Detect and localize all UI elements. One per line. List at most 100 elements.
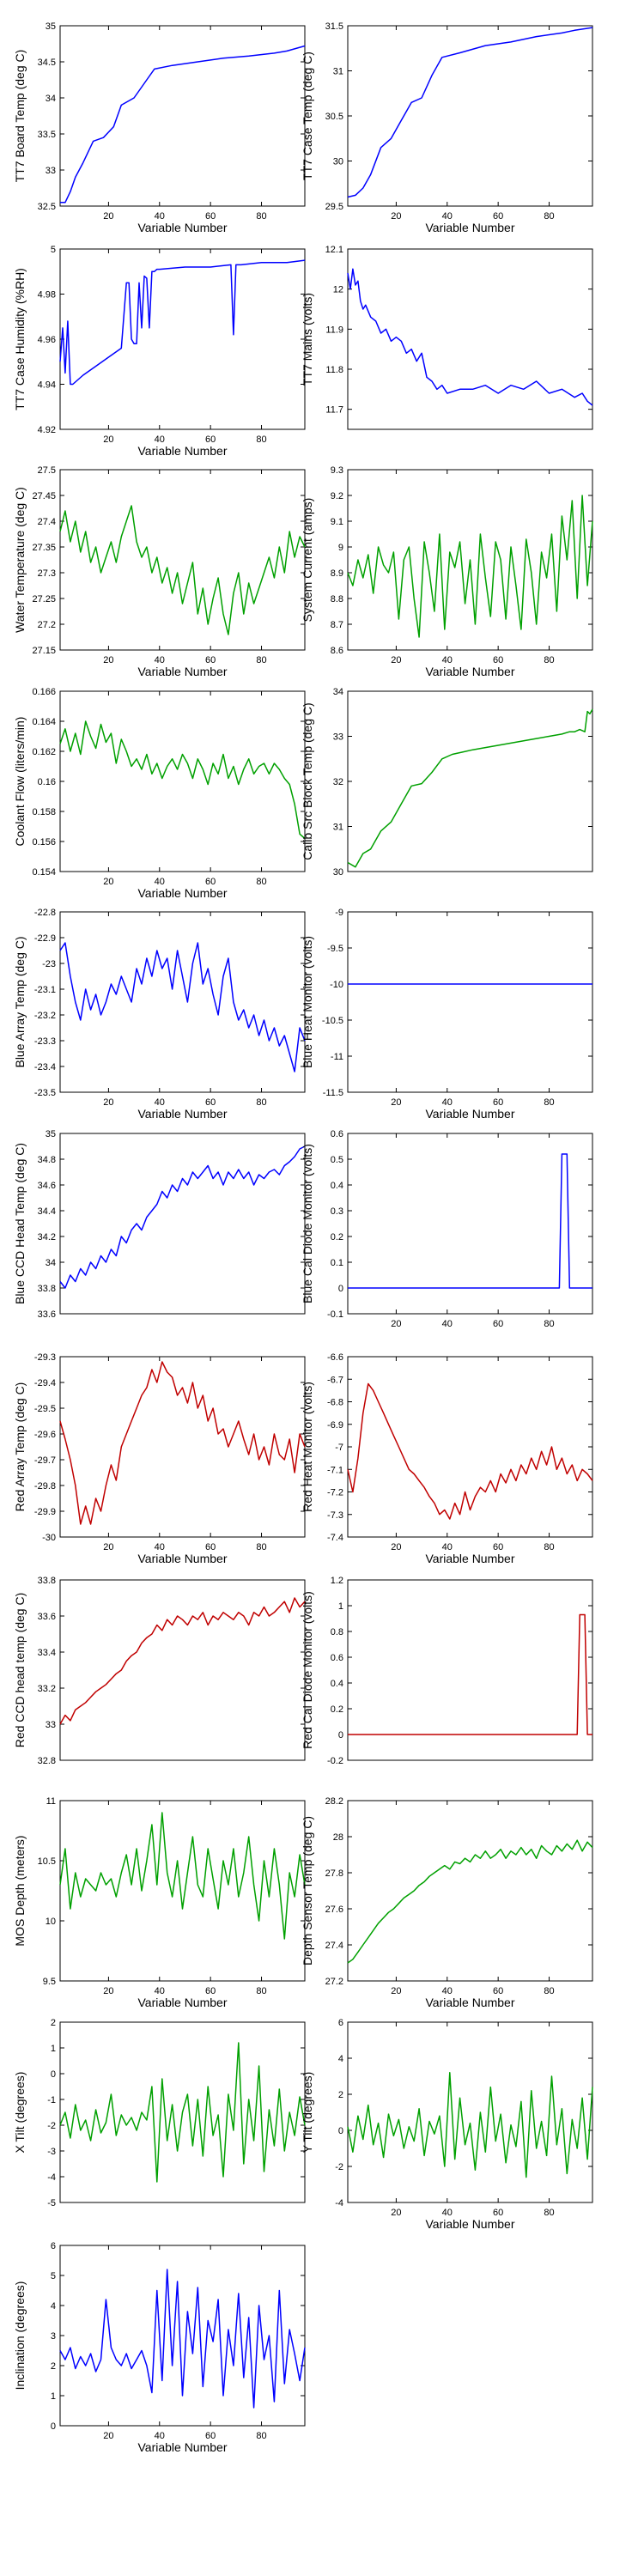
plot-frame: [347, 248, 593, 430]
y-tick-label: -22.9: [34, 933, 56, 944]
y-tick-label: 27.25: [32, 594, 56, 605]
y-axis-label: Red CCD head temp (deg C): [13, 1593, 27, 1748]
y-tick-label: 0.164: [32, 717, 56, 727]
chart-2: 29.5 30 30.5 31 31.5 20 40 60 80 Variable Number T…: [301, 21, 593, 234]
series-line: [347, 1382, 593, 1520]
x-tick-label: 60: [205, 1986, 216, 1996]
y-tick-label: -6.9: [327, 1420, 343, 1431]
y-tick-label: 30.5: [325, 112, 343, 122]
x-tick-label: 20: [391, 1319, 401, 1329]
x-tick-label: 80: [544, 1542, 554, 1552]
x-tick-label: 60: [205, 1542, 216, 1552]
plot-frame: [347, 2021, 593, 2203]
y-tick-label: 0.154: [32, 867, 56, 878]
y-tick-label: -6.6: [327, 1352, 343, 1363]
x-tick-label: 20: [103, 211, 113, 222]
series-line: [59, 1145, 306, 1289]
x-axis-label: Variable Number: [425, 1996, 514, 2009]
y-axis-label: X Tilt (degrees): [13, 2072, 27, 2154]
x-tick-label: 60: [493, 2208, 503, 2218]
y-axis-label: TT7 Case Temp (deg C): [301, 52, 314, 180]
x-tick-label: 60: [493, 1319, 503, 1329]
y-axis-label: Red Cal Diode Monitor (volts): [301, 1591, 314, 1749]
x-tick-label: 20: [391, 211, 401, 222]
chart-20: -4 -2 0 2 4 6 20 40 60 80 Variable Number Y Tilt (d…: [301, 2018, 593, 2231]
y-tick-label: 4: [51, 2301, 56, 2312]
x-tick-label: 40: [442, 1319, 453, 1329]
y-tick-label: 9.1: [331, 517, 343, 527]
y-tick-label: 0.2: [331, 1704, 343, 1715]
y-tick-label: 0.4: [331, 1679, 343, 1689]
chart-8: 30 31 32 33 34 Calib Src Block Temp (deg C): [301, 687, 593, 878]
y-tick-label: 2: [338, 2090, 343, 2100]
y-tick-label: 0.158: [32, 807, 56, 817]
x-tick-label: 80: [544, 655, 554, 665]
x-axis-label: Variable Number: [137, 2440, 227, 2454]
y-tick-label: 30: [333, 157, 343, 167]
y-tick-label: 0: [338, 1730, 343, 1741]
y-tick-label: 27.6: [325, 1905, 343, 1915]
x-axis-label: Variable Number: [425, 221, 514, 234]
chart-9: -23.5 -23.4 -23.3 -23.2 -23.1 -23 -22.9 -22.8 20…: [13, 908, 306, 1121]
chart-18: 27.2 27.4 27.6 27.8 28 28.2 20 40 60 80 Variable N…: [301, 1796, 593, 2009]
x-tick-label: 20: [391, 1542, 401, 1552]
y-tick-label: 11.8: [325, 365, 343, 375]
y-tick-label: 3: [51, 2331, 56, 2342]
x-tick-label: 40: [442, 211, 453, 222]
chart-3: 4.92 4.94 4.96 4.98 5 20 40 60 80 Variable Number…: [13, 245, 306, 458]
x-axis-label: Variable Number: [137, 444, 227, 458]
chart-16: -0.2 0 0.2 0.4 0.6 0.8 1 1.2 Red Cal Diode Monit…: [301, 1576, 593, 1766]
y-tick-label: 8.8: [331, 594, 343, 605]
y-tick-label: -23.4: [34, 1062, 56, 1072]
y-tick-label: -23.5: [34, 1088, 56, 1098]
y-tick-label: 34: [46, 1258, 56, 1268]
y-tick-label: 10: [46, 1917, 56, 1927]
y-tick-label: 11.7: [325, 405, 343, 416]
y-tick-label: 33.5: [38, 130, 56, 140]
y-tick-label: 34: [46, 94, 56, 104]
y-tick-label: 4.94: [38, 380, 56, 391]
plot-frame: [347, 1800, 593, 1982]
chart-21: 0 1 2 3 4 5 6 20 40 60 80 Variable Number Inclinatio…: [13, 2241, 306, 2454]
plot-frame: [59, 1579, 306, 1761]
x-tick-label: 60: [493, 211, 503, 222]
x-tick-label: 20: [103, 655, 113, 665]
y-tick-label: 35: [46, 21, 56, 32]
y-tick-label: 0: [338, 2126, 343, 2136]
x-tick-label: 20: [103, 1986, 113, 1996]
y-tick-label: 33.8: [38, 1284, 56, 1294]
series-line: [59, 1361, 306, 1525]
x-tick-label: 60: [205, 2431, 216, 2441]
x-axis-label: Variable Number: [137, 1552, 227, 1565]
chart-1: 32.5 33 33.5 34 34.5 35 20 40 60 80 Variable Numbe…: [13, 21, 306, 234]
x-tick-label: 40: [155, 1097, 165, 1108]
y-tick-label: 0.4: [331, 1181, 343, 1191]
chart-5: 27.15 27.2 27.25 27.3 27.35 27.4 27.45 27.5 20 40…: [13, 465, 306, 678]
series-line: [348, 1153, 592, 1289]
y-axis-label: Depth Sensor Temp (deg C): [301, 1816, 314, 1965]
y-tick-label: -29.7: [34, 1455, 56, 1466]
x-tick-label: 40: [155, 877, 165, 887]
y-tick-label: 0.162: [32, 747, 56, 757]
y-tick-label: 9.3: [331, 465, 343, 476]
y-tick-label: -7.1: [327, 1465, 343, 1475]
y-tick-label: 32.5: [38, 202, 56, 212]
y-tick-label: 34.2: [38, 1232, 56, 1242]
x-tick-label: 40: [442, 1986, 453, 1996]
y-tick-label: -5: [47, 2198, 56, 2208]
plot-frame: [347, 25, 593, 207]
y-tick-label: -3: [47, 2147, 56, 2157]
y-tick-label: 34.5: [38, 58, 56, 68]
x-tick-label: 20: [103, 434, 113, 445]
series-line: [59, 720, 306, 840]
x-axis-label: Variable Number: [137, 1996, 227, 2009]
y-tick-label: 0.16: [38, 777, 56, 787]
y-tick-label: 4.98: [38, 290, 56, 301]
chart-19: -5 -4 -3 -2 -1 0 1 2 X Tilt (degrees): [13, 2018, 306, 2208]
x-tick-label: 60: [493, 655, 503, 665]
x-tick-label: 40: [442, 2208, 453, 2218]
x-axis-label: Variable Number: [425, 1107, 514, 1121]
y-tick-label: 27.5: [38, 465, 56, 476]
x-tick-label: 60: [493, 1986, 503, 1996]
x-tick-label: 80: [256, 1097, 266, 1108]
